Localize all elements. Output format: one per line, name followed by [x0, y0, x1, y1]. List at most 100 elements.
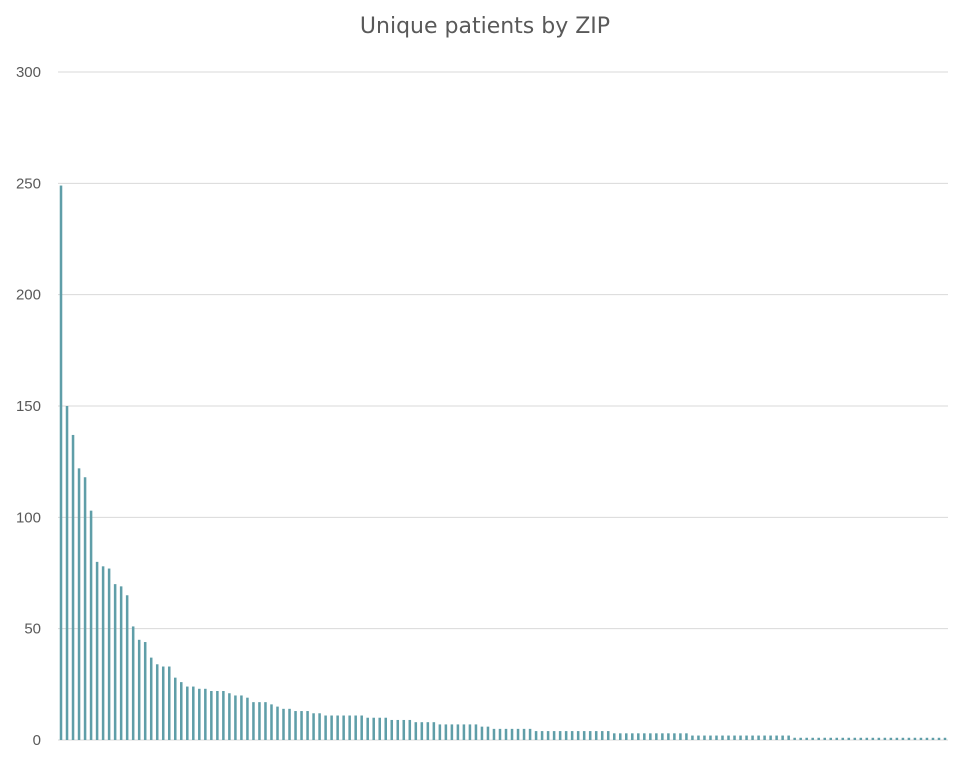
bar	[558, 731, 562, 740]
bar	[889, 737, 893, 740]
bar	[107, 568, 111, 740]
bar	[943, 737, 947, 740]
bar	[745, 735, 748, 740]
bar	[841, 737, 845, 740]
bar	[510, 728, 514, 740]
bar	[546, 731, 550, 740]
bar	[270, 704, 273, 740]
bar	[835, 737, 839, 740]
bar	[101, 566, 105, 740]
bar	[691, 735, 694, 740]
bar	[240, 695, 243, 740]
bar	[733, 735, 736, 740]
bar	[552, 731, 556, 740]
bar	[504, 728, 508, 740]
bar	[71, 434, 75, 740]
bar	[715, 735, 718, 740]
bar	[721, 735, 724, 740]
bar	[913, 737, 917, 740]
bar	[300, 711, 303, 740]
bar	[823, 737, 826, 740]
bar	[498, 728, 502, 740]
bar	[805, 737, 808, 740]
bar	[588, 731, 592, 740]
bar	[246, 697, 249, 740]
bar	[655, 733, 658, 740]
bar	[366, 717, 369, 740]
bar	[727, 735, 730, 740]
bar	[402, 719, 406, 740]
bar	[775, 735, 778, 740]
bar	[709, 735, 712, 740]
bar	[198, 688, 201, 740]
bar	[330, 715, 333, 740]
bar	[582, 731, 586, 740]
bar	[462, 724, 466, 740]
bar	[612, 733, 616, 740]
bar	[667, 733, 670, 740]
bar	[643, 733, 646, 740]
y-tick-label: 300	[16, 64, 41, 81]
bar	[228, 693, 231, 740]
bar	[77, 468, 81, 740]
bar	[264, 702, 267, 740]
y-axis-ticks: 0 50 100 150 200 250 300	[16, 64, 41, 749]
bar	[155, 664, 159, 740]
bar	[258, 702, 261, 740]
bar	[125, 595, 129, 740]
bar	[167, 666, 171, 740]
bar	[570, 731, 574, 740]
bar	[59, 185, 63, 740]
bar	[324, 715, 327, 740]
bar	[697, 735, 700, 740]
bar	[522, 728, 526, 740]
bar	[294, 711, 297, 740]
bar	[540, 731, 544, 740]
bar	[204, 688, 207, 740]
bar	[306, 711, 309, 740]
bar	[288, 708, 291, 740]
bar	[252, 702, 255, 740]
bar	[486, 726, 490, 740]
bar	[89, 510, 93, 740]
bar	[174, 677, 177, 740]
bar	[594, 731, 598, 740]
bar	[661, 733, 664, 740]
gridlines	[58, 71, 948, 741]
y-tick-label: 0	[33, 732, 41, 749]
bar	[600, 731, 604, 740]
bar	[474, 724, 478, 740]
y-tick-label: 200	[16, 287, 41, 304]
bar	[438, 724, 442, 740]
bar	[149, 657, 153, 740]
bar	[360, 715, 363, 740]
bar	[113, 584, 117, 740]
bar	[847, 737, 851, 740]
bar	[348, 715, 351, 740]
bar	[492, 728, 496, 740]
bar	[673, 733, 676, 740]
bar	[631, 733, 634, 740]
bar	[216, 691, 219, 740]
bar	[222, 691, 225, 740]
bar	[480, 726, 484, 740]
bar	[564, 731, 568, 740]
bar	[192, 686, 195, 740]
bar	[468, 724, 472, 740]
bar	[739, 735, 742, 740]
bar	[907, 737, 911, 740]
bar	[83, 477, 87, 740]
bars	[59, 185, 947, 740]
bar	[186, 686, 189, 740]
bar	[919, 737, 923, 740]
bar	[781, 735, 784, 740]
y-tick-label: 100	[16, 509, 41, 526]
bar	[161, 666, 165, 740]
bar	[606, 731, 610, 740]
bar	[65, 406, 69, 740]
y-tick-label: 250	[16, 175, 41, 192]
bar	[625, 733, 628, 740]
bar	[937, 737, 941, 740]
bar	[619, 733, 622, 740]
bar	[276, 706, 279, 740]
